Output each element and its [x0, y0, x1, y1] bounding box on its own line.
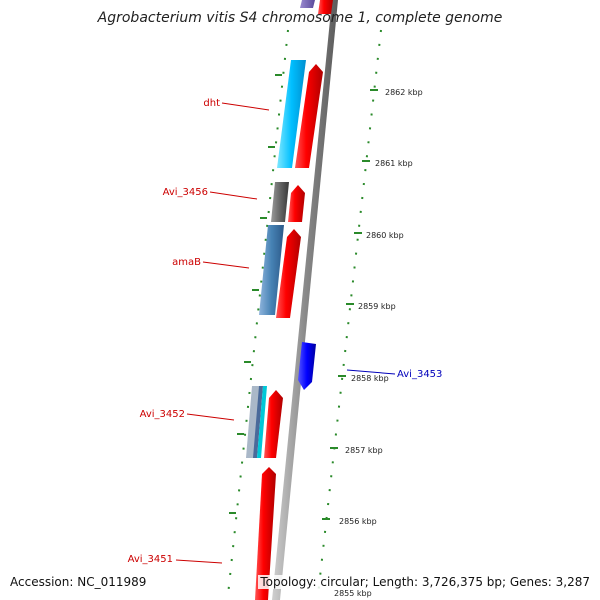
chromosome-backbone	[272, 0, 338, 600]
scale-label: 2862 kbp	[385, 88, 423, 97]
outer-tick-row	[317, 29, 382, 596]
gene-label-avi-3451: Avi_3451	[128, 554, 173, 565]
other-genes	[246, 0, 316, 458]
gene-arrow	[255, 467, 276, 600]
gene-arrow	[318, 0, 333, 14]
scale-label: 2858 kbp	[351, 374, 389, 383]
label-leaders	[175, 102, 396, 564]
scale-label: 2856 kbp	[339, 517, 377, 526]
major-ticks	[229, 74, 378, 520]
gene-block	[257, 386, 267, 458]
gene-block	[246, 386, 260, 458]
gene-label-avi-3453: Avi_3453	[397, 369, 442, 380]
gene-arrow	[276, 229, 301, 318]
gene-arrow	[264, 390, 283, 458]
scale-label: 2859 kbp	[358, 302, 396, 311]
gene-block	[277, 60, 306, 168]
scale-label: 2860 kbp	[366, 231, 404, 240]
accession-text: Accession: NC_011989	[8, 575, 149, 589]
gene-block	[300, 0, 315, 8]
map-title: Agrobacterium vitis S4 chromosome 1, com…	[97, 10, 503, 26]
gene-labels: dht Avi_3456 amaB Avi_3453 Avi_3452 Avi_…	[128, 98, 443, 565]
gene-arrow	[295, 64, 323, 168]
gene-label-dht: dht	[203, 98, 220, 109]
forward-genes	[255, 0, 333, 600]
gene-label-avi-3452: Avi_3452	[140, 409, 185, 420]
scale-label: 2857 kbp	[345, 446, 383, 455]
gene-label-amab: amaB	[172, 257, 201, 268]
scale-label: 2861 kbp	[375, 159, 413, 168]
scale-labels: 2862 kbp 2861 kbp 2860 kbp 2859 kbp 2858…	[334, 88, 423, 598]
gene-block	[259, 225, 284, 315]
scale-label: 2855 kbp	[334, 589, 372, 598]
gene-label-avi-3456: Avi_3456	[163, 187, 208, 198]
gene-block	[253, 386, 263, 458]
gene-block	[271, 182, 289, 222]
topology-summary: Topology: circular; Length: 3,726,375 bp…	[258, 575, 592, 589]
gene-arrow	[298, 342, 316, 390]
gene-arrow	[288, 185, 305, 222]
